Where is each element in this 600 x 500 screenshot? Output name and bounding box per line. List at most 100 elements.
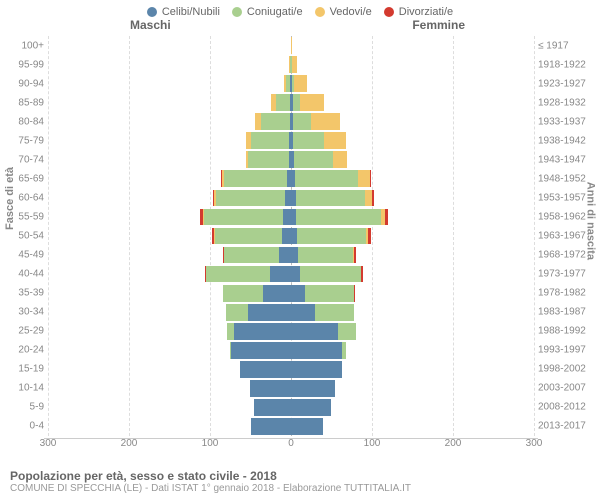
pyramid-row xyxy=(48,94,534,111)
male-bar xyxy=(48,56,291,73)
age-tick: 90-94 xyxy=(8,78,44,89)
bar-segment xyxy=(293,132,323,149)
birth-tick: 1973-1977 xyxy=(538,269,596,280)
bar-segment xyxy=(311,113,339,130)
age-tick: 15-19 xyxy=(8,364,44,375)
female-bar xyxy=(291,75,534,92)
birth-year-ticks: 2013-20172008-20122003-20071998-20021993… xyxy=(538,36,596,436)
gridline xyxy=(534,36,535,436)
bar-segment xyxy=(224,170,287,187)
birth-tick: 1943-1947 xyxy=(538,154,596,165)
age-tick: 45-49 xyxy=(8,250,44,261)
legend-swatch xyxy=(232,7,242,17)
pyramid-row xyxy=(48,151,534,168)
birth-tick: 2003-2007 xyxy=(538,383,596,394)
female-bar xyxy=(291,37,534,54)
bar-segment xyxy=(292,56,297,73)
bar-segment xyxy=(215,228,282,245)
female-bar xyxy=(291,266,534,283)
pyramid-row xyxy=(48,37,534,54)
pyramid-row xyxy=(48,75,534,92)
bar-segment xyxy=(223,285,263,302)
birth-tick: 1983-1987 xyxy=(538,307,596,318)
female-bar xyxy=(291,285,534,302)
bar-segment xyxy=(372,190,374,207)
population-pyramid-chart: Celibi/NubiliConiugati/eVedovi/eDivorzia… xyxy=(0,0,600,500)
male-bar xyxy=(48,170,291,187)
female-bar xyxy=(291,342,534,359)
bar-segment xyxy=(240,361,291,378)
bar-segment xyxy=(365,190,372,207)
x-tick: 100 xyxy=(202,438,219,449)
male-bar xyxy=(48,342,291,359)
birth-tick: 1968-1972 xyxy=(538,250,596,261)
x-tick: 300 xyxy=(526,438,543,449)
bar-segment xyxy=(342,342,346,359)
male-bar xyxy=(48,151,291,168)
birth-tick: 1998-2002 xyxy=(538,364,596,375)
gender-headers: Maschi Femmine xyxy=(0,18,600,36)
male-bar xyxy=(48,323,291,340)
male-bar xyxy=(48,132,291,149)
female-bar xyxy=(291,361,534,378)
legend-item: Vedovi/e xyxy=(315,6,372,18)
bar-segment xyxy=(354,285,355,302)
footer-title: Popolazione per età, sesso e stato civil… xyxy=(10,469,590,483)
pyramid-row xyxy=(48,170,534,187)
bar-segment xyxy=(315,304,353,321)
birth-tick: 1958-1962 xyxy=(538,211,596,222)
legend-label: Vedovi/e xyxy=(330,6,372,18)
x-axis: 3002001000100200300 xyxy=(48,438,534,452)
bar-segment xyxy=(250,380,291,397)
female-bar xyxy=(291,56,534,73)
legend: Celibi/NubiliConiugati/eVedovi/eDivorzia… xyxy=(0,0,600,18)
bar-segment xyxy=(216,190,285,207)
age-tick: 60-64 xyxy=(8,192,44,203)
age-tick: 95-99 xyxy=(8,59,44,70)
male-bar xyxy=(48,247,291,264)
age-tick: 25-29 xyxy=(8,326,44,337)
bar-segment xyxy=(354,247,356,264)
bar-segment xyxy=(300,266,361,283)
bar-segment xyxy=(300,94,324,111)
male-bar xyxy=(48,304,291,321)
male-bar xyxy=(48,37,291,54)
birth-tick: 1928-1932 xyxy=(538,97,596,108)
bar-segment xyxy=(251,132,289,149)
age-tick: 5-9 xyxy=(8,402,44,413)
male-bar xyxy=(48,285,291,302)
female-bar xyxy=(291,380,534,397)
age-tick: 85-89 xyxy=(8,97,44,108)
female-bar xyxy=(291,247,534,264)
bar-segment xyxy=(294,75,307,92)
age-tick: 80-84 xyxy=(8,116,44,127)
bar-segment xyxy=(291,266,300,283)
bar-segment xyxy=(295,170,358,187)
female-bar xyxy=(291,418,534,435)
plot-area: 0-45-910-1415-1920-2425-2930-3435-3940-4… xyxy=(48,36,534,436)
female-bar xyxy=(291,94,534,111)
female-bar xyxy=(291,190,534,207)
legend-label: Celibi/Nubili xyxy=(162,6,220,18)
x-tick: 100 xyxy=(364,438,381,449)
female-header: Femmine xyxy=(412,18,465,32)
pyramid-row xyxy=(48,323,534,340)
bar-segment xyxy=(282,228,291,245)
bar-segment xyxy=(291,418,323,435)
male-bar xyxy=(48,113,291,130)
female-bar xyxy=(291,132,534,149)
pyramid-row xyxy=(48,190,534,207)
bar-segment xyxy=(234,323,291,340)
bar-segment xyxy=(291,342,342,359)
bar-segment xyxy=(226,304,248,321)
birth-tick: 1918-1922 xyxy=(538,59,596,70)
x-tick: 0 xyxy=(288,438,294,449)
birth-tick: 1948-1952 xyxy=(538,173,596,184)
x-tick: 200 xyxy=(445,438,462,449)
legend-label: Divorziati/e xyxy=(399,6,453,18)
pyramid-row xyxy=(48,228,534,245)
age-tick: 70-74 xyxy=(8,154,44,165)
age-tick: 50-54 xyxy=(8,231,44,242)
bar-segment xyxy=(291,323,338,340)
bar-segment xyxy=(263,285,291,302)
